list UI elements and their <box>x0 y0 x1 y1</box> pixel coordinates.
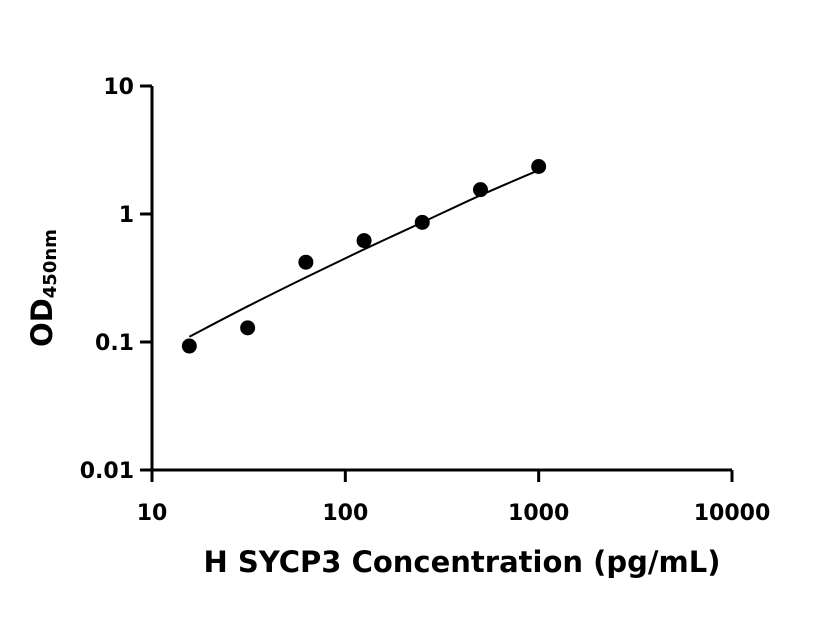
data-point <box>240 320 256 336</box>
x-tick-label: 1000 <box>508 501 569 526</box>
y-axis-title-main: OD <box>25 298 59 347</box>
data-point <box>531 159 547 175</box>
x-tick-label: 100 <box>322 501 368 526</box>
data-point <box>414 214 430 230</box>
data-point <box>356 233 372 249</box>
axes <box>150 86 732 472</box>
x-tick-label: 10000 <box>694 501 771 526</box>
data-point <box>298 254 314 270</box>
y-tick-label: 10 <box>103 75 134 100</box>
y-axis-title-subscript: 450nm <box>40 229 61 298</box>
y-axis-title: OD450nm <box>25 229 61 347</box>
fit-curve-group <box>188 169 540 338</box>
y-tick-label: 0.01 <box>80 459 134 484</box>
y-tick-label: 1 <box>119 203 134 228</box>
data-point <box>472 182 488 198</box>
y-tick-label: 0.1 <box>95 331 134 356</box>
data-point <box>181 338 197 354</box>
data-points <box>181 159 547 354</box>
ticks: 0.01 0.1 1 10 10 100 1000 10000 <box>80 75 771 526</box>
x-tick-label: 10 <box>137 501 168 526</box>
x-axis-title: H SYCP3 Concentration (pg/mL) <box>204 545 721 579</box>
fit-curve <box>188 169 540 338</box>
